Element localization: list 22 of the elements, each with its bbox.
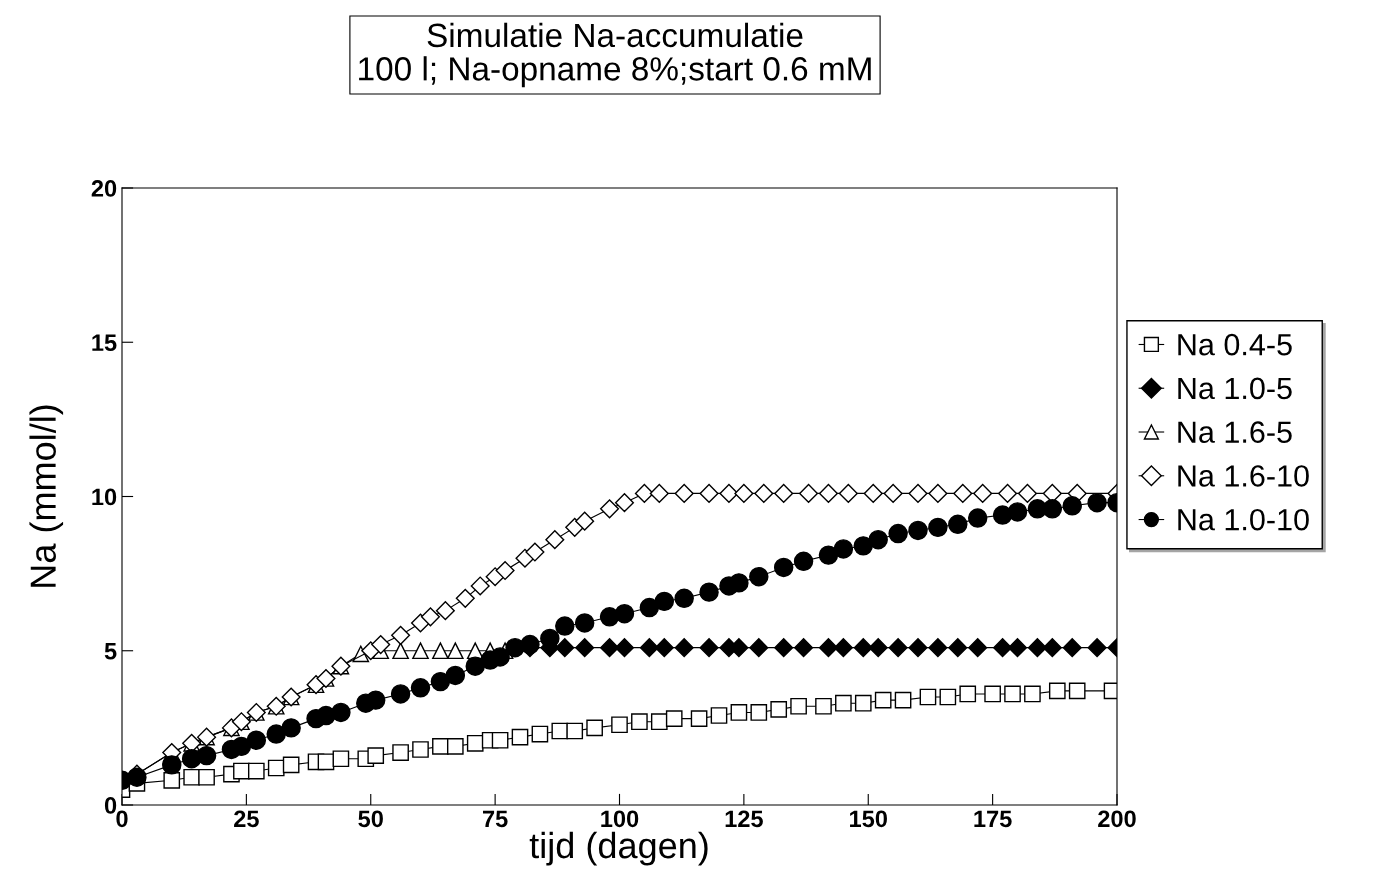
x-axis-title: tijd (dagen) [529, 831, 708, 866]
y-tick-label: 20 [91, 180, 117, 197]
x-tick-label: 200 [1098, 810, 1136, 828]
x-tick-label: 50 [358, 810, 383, 828]
legend-label: Na 1.0-5 [1178, 377, 1292, 400]
y-tick-label: 0 [104, 797, 117, 814]
legend-label: Na 0.4-5 [1178, 333, 1292, 356]
legend-label: Na 1.6-10 [1178, 465, 1309, 487]
x-tick-label: 175 [974, 810, 1012, 828]
legend-label: Na 1.6-5 [1178, 421, 1292, 443]
y-tick-label: 5 [104, 643, 117, 660]
x-tick-label: 125 [725, 810, 763, 828]
x-tick-label: 150 [850, 810, 887, 828]
y-tick-label: 10 [92, 488, 117, 506]
chart-title: Simulatie Na-accumulatie 100 l; Na-opname 8%;start 0.6 mM [359, 22, 871, 88]
x-tick-label: 100 [601, 810, 639, 828]
y-tick-label: 15 [92, 334, 117, 352]
y-axis-title: Na (mmol/l) [29, 405, 64, 587]
legend-label: Na 1.0-10 [1178, 508, 1309, 531]
x-tick-label: 25 [234, 810, 259, 828]
x-tick-label: 0 [116, 810, 128, 828]
x-tick-label: 75 [483, 810, 508, 828]
